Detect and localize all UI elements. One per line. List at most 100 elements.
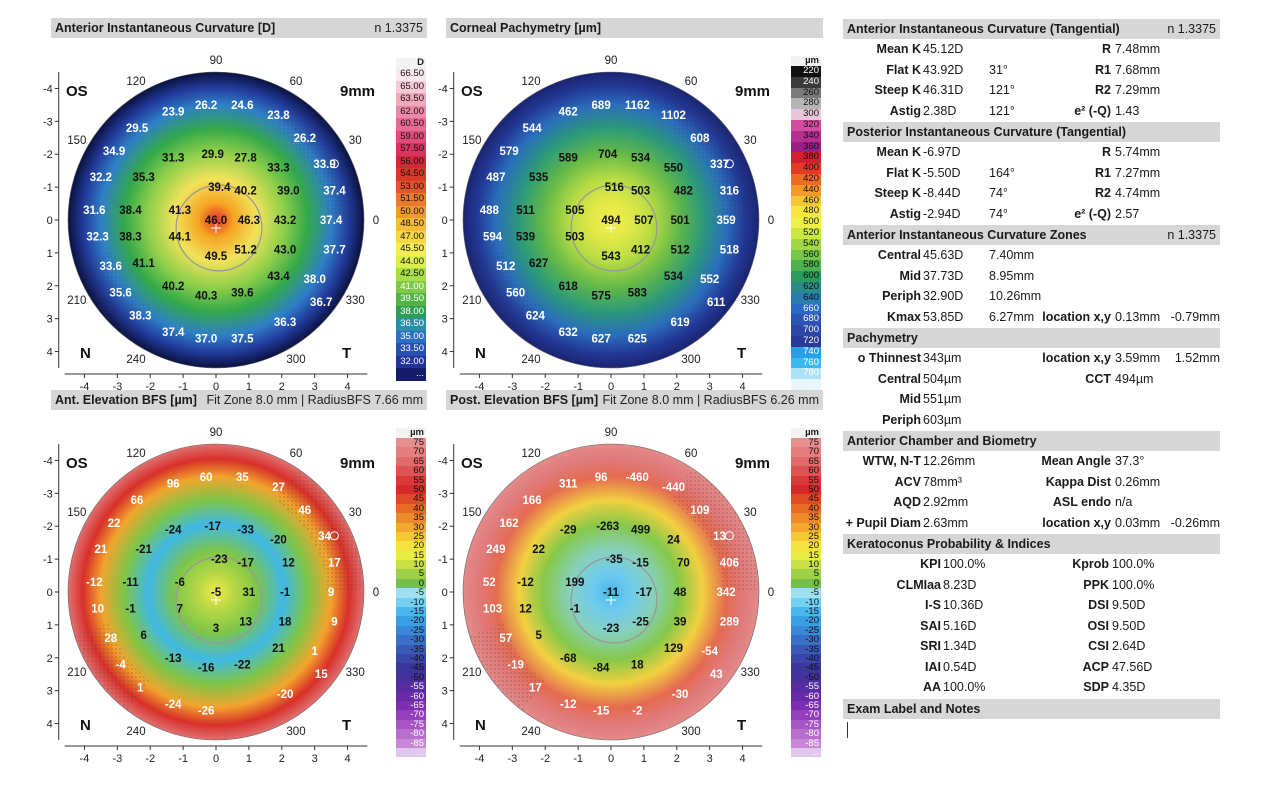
legend-step: 75: [396, 438, 426, 447]
row-label: Astig: [889, 206, 921, 221]
posterior-elevation-map[interactable]: -4 4 -3 3 -2 2 -1 1 0 0 1 -1 2 -2 3 -3 4 -4 90 120 60 150 30 0 2…: [438, 412, 786, 765]
map-axes: -4 4 -3 3 -2 2 -1 1 0 0 1 -1 2 -2 3 -3 4 -4: [438, 72, 763, 393]
anterior-elevation-map[interactable]: -4 4 -3 3 -2 2 -1 1 0 0 1 -1 2 -2 3 -3 4 -4 90 120 60 150 30 0 2…: [43, 412, 391, 765]
row-value-2: 47.56D: [1112, 659, 1153, 674]
legend-step: 15: [396, 550, 426, 560]
map-value: 32.3: [86, 231, 108, 243]
y-tick-label: -2: [43, 521, 53, 533]
thinnest-point-marker: [329, 531, 339, 541]
map-value: 66: [131, 495, 144, 507]
map-value: 618: [559, 281, 579, 293]
map-value: 406: [720, 557, 739, 569]
y-tick-label: -1: [438, 554, 448, 566]
map-value: -35: [606, 554, 623, 566]
map-value: 12: [282, 557, 295, 569]
unreliable-data-hatch: [75, 249, 150, 339]
legend-unit: µm: [791, 428, 821, 438]
row-label-2: R: [1101, 42, 1111, 56]
map-value: 37.4: [323, 185, 346, 197]
map-value: 627: [529, 258, 548, 270]
map-value: 41.3: [169, 205, 191, 217]
angle-label: 60: [290, 76, 303, 88]
legend-step: 60.50: [396, 118, 426, 131]
map-value: -17: [237, 557, 254, 569]
row-label: ACV: [894, 474, 921, 489]
legend-step: 700: [791, 324, 821, 336]
map-value: 162: [499, 518, 518, 530]
anterior-curvature-map[interactable]: -4 4 -3 3 -2 2 -1 1 0 0 1 -1 2 -2 3 -3 4 -4 90 120 60 150 30 0 2…: [43, 40, 391, 393]
data-row: ACV 78mm³ Kappa Dist 0.26mm: [843, 472, 1220, 493]
row-value: 1.34D: [943, 639, 977, 653]
data-row: Mean K 45.12D R 7.48mm: [843, 39, 1220, 60]
row-value-2: 7.27mm: [1115, 165, 1161, 180]
map-value: 594: [483, 231, 503, 243]
map-value: -460: [626, 472, 649, 484]
nasal-label: N: [80, 345, 91, 362]
row-label-2: Mean Angle: [1041, 454, 1111, 468]
thinnest-point-marker: [724, 531, 734, 541]
row-label: WTW, N-T: [862, 454, 921, 468]
x-tick-label: 1: [641, 381, 647, 393]
map-value: -26: [198, 705, 215, 717]
nasal-label: N: [475, 717, 486, 734]
x-tick-label: -4: [475, 753, 485, 765]
legend-step: -60: [791, 691, 821, 701]
row-label-2: R: [1101, 145, 1111, 159]
row-value: -2.94D: [923, 206, 961, 221]
angle-label: 120: [126, 76, 145, 88]
row-label-2: R2: [1095, 186, 1111, 200]
y-tick-label: 1: [442, 620, 448, 632]
map-value: 32.2: [90, 172, 112, 184]
legend-step: ...: [396, 368, 426, 381]
x-tick-label: -4: [475, 381, 485, 393]
map-value: 43.0: [274, 245, 296, 257]
y-tick-label: 3: [47, 314, 53, 326]
legend-step: -80: [396, 729, 426, 739]
map-value: 507: [634, 215, 653, 227]
legend-step: 20: [791, 541, 821, 551]
legend-step: 500: [791, 216, 821, 228]
map-value: 38.3: [129, 310, 151, 322]
legend-step: -45: [791, 663, 821, 673]
row-label-2: Kappa Dist: [1045, 474, 1111, 489]
map-value: 704: [598, 149, 618, 161]
angle-label: 0: [373, 587, 379, 599]
map-value: 96: [595, 472, 608, 484]
y-tick-label: -1: [43, 182, 53, 194]
map-value: 589: [559, 153, 578, 165]
legend-step: 320: [791, 119, 821, 131]
y-tick-label: 4: [442, 719, 448, 731]
row-label: Flat K: [886, 165, 921, 180]
angle-label: 150: [462, 135, 481, 147]
pachymetry-map[interactable]: -4 4 -3 3 -2 2 -1 1 0 0 1 -1 2 -2 3 -3 4 -4 90 120 60 150 30 0 2…: [438, 40, 786, 393]
map-value: -5: [211, 587, 222, 599]
map-value: 22: [532, 544, 545, 556]
map-value: 543: [601, 251, 620, 263]
legend-step: 35.00: [396, 330, 426, 343]
row-value: 100.0%: [943, 557, 986, 571]
map-value: 3: [213, 623, 219, 635]
map-value: 21: [94, 544, 107, 556]
row-label-2: CSI: [1088, 639, 1109, 653]
legend-step: 640: [791, 292, 821, 304]
pupil-outline: [175, 184, 263, 272]
legend-step: 0: [791, 578, 821, 588]
row-value-2: 1.43: [1115, 103, 1140, 118]
row-label-2: e² (-Q): [1074, 103, 1111, 118]
map-value: -22: [234, 659, 251, 671]
notes-text-cursor: [847, 722, 848, 738]
x-tick-label: -2: [540, 753, 550, 765]
data-row: AQD 2.92mm ASL endo n/a: [843, 492, 1220, 513]
map-value: 70: [677, 557, 690, 569]
legend-step: 55: [791, 475, 821, 485]
x-tick-label: 3: [312, 381, 318, 393]
legend-step: 36.50: [396, 318, 426, 331]
map-value: 342: [717, 587, 736, 599]
legend-step: -40: [396, 654, 426, 663]
data-row: I-S 10.36D DSI 9.50D: [843, 595, 1220, 616]
row-label: Steep K: [874, 83, 921, 97]
legend-step: 660: [791, 303, 821, 315]
map-value: 51.2: [234, 245, 256, 257]
data-row: Kmax 53.85D 6.27mm location x,y 0.13mm -0.79m…: [843, 307, 1220, 328]
